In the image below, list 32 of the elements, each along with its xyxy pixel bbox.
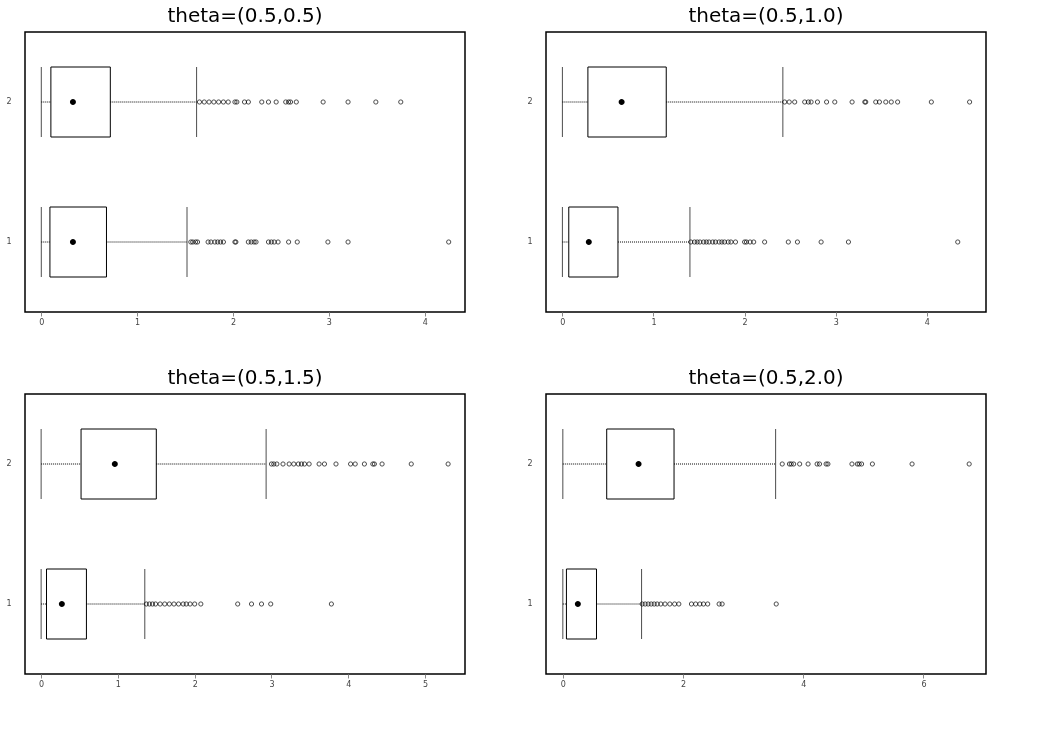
y-tick-label: 2 [6,97,12,106]
x-tick-label: 2 [742,317,748,327]
x-tick-label: 0 [560,679,566,689]
x-tick-label: 1 [135,317,141,327]
y-tick-label: 1 [527,237,533,246]
x-tick-label: 6 [921,679,927,689]
x-tick-label: 4 [422,317,428,327]
x-tick-label: 5 [423,679,429,689]
x-tick-label: 2 [192,679,198,689]
chart-title: theta=(0.5,2.0) [688,365,844,389]
chart-title: theta=(0.5,0.5) [167,3,323,27]
x-tick-label: 0 [39,317,45,327]
y-tick-label: 2 [6,459,12,468]
y-tick-label: 1 [6,599,12,608]
x-tick-label: 4 [346,679,352,689]
x-tick-label: 0 [39,679,45,689]
x-tick-label: 0 [560,317,566,327]
y-tick-label: 2 [527,97,533,106]
y-tick-label: 1 [6,237,12,246]
x-tick-label: 1 [651,317,657,327]
chart-title: theta=(0.5,1.0) [688,3,844,27]
x-tick-label: 2 [230,317,237,327]
y-tick-label: 1 [527,599,533,608]
x-tick-label: 1 [115,679,121,689]
x-tick-label: 4 [801,679,807,689]
x-tick-label: 3 [326,317,332,327]
x-tick-label: 3 [833,317,839,327]
x-tick-label: 2 [681,679,687,689]
chart-title: theta=(0.5,1.5) [167,365,323,389]
x-tick-label: 4 [924,317,930,327]
x-tick-label: 3 [269,679,275,689]
y-tick-label: 2 [527,459,533,468]
